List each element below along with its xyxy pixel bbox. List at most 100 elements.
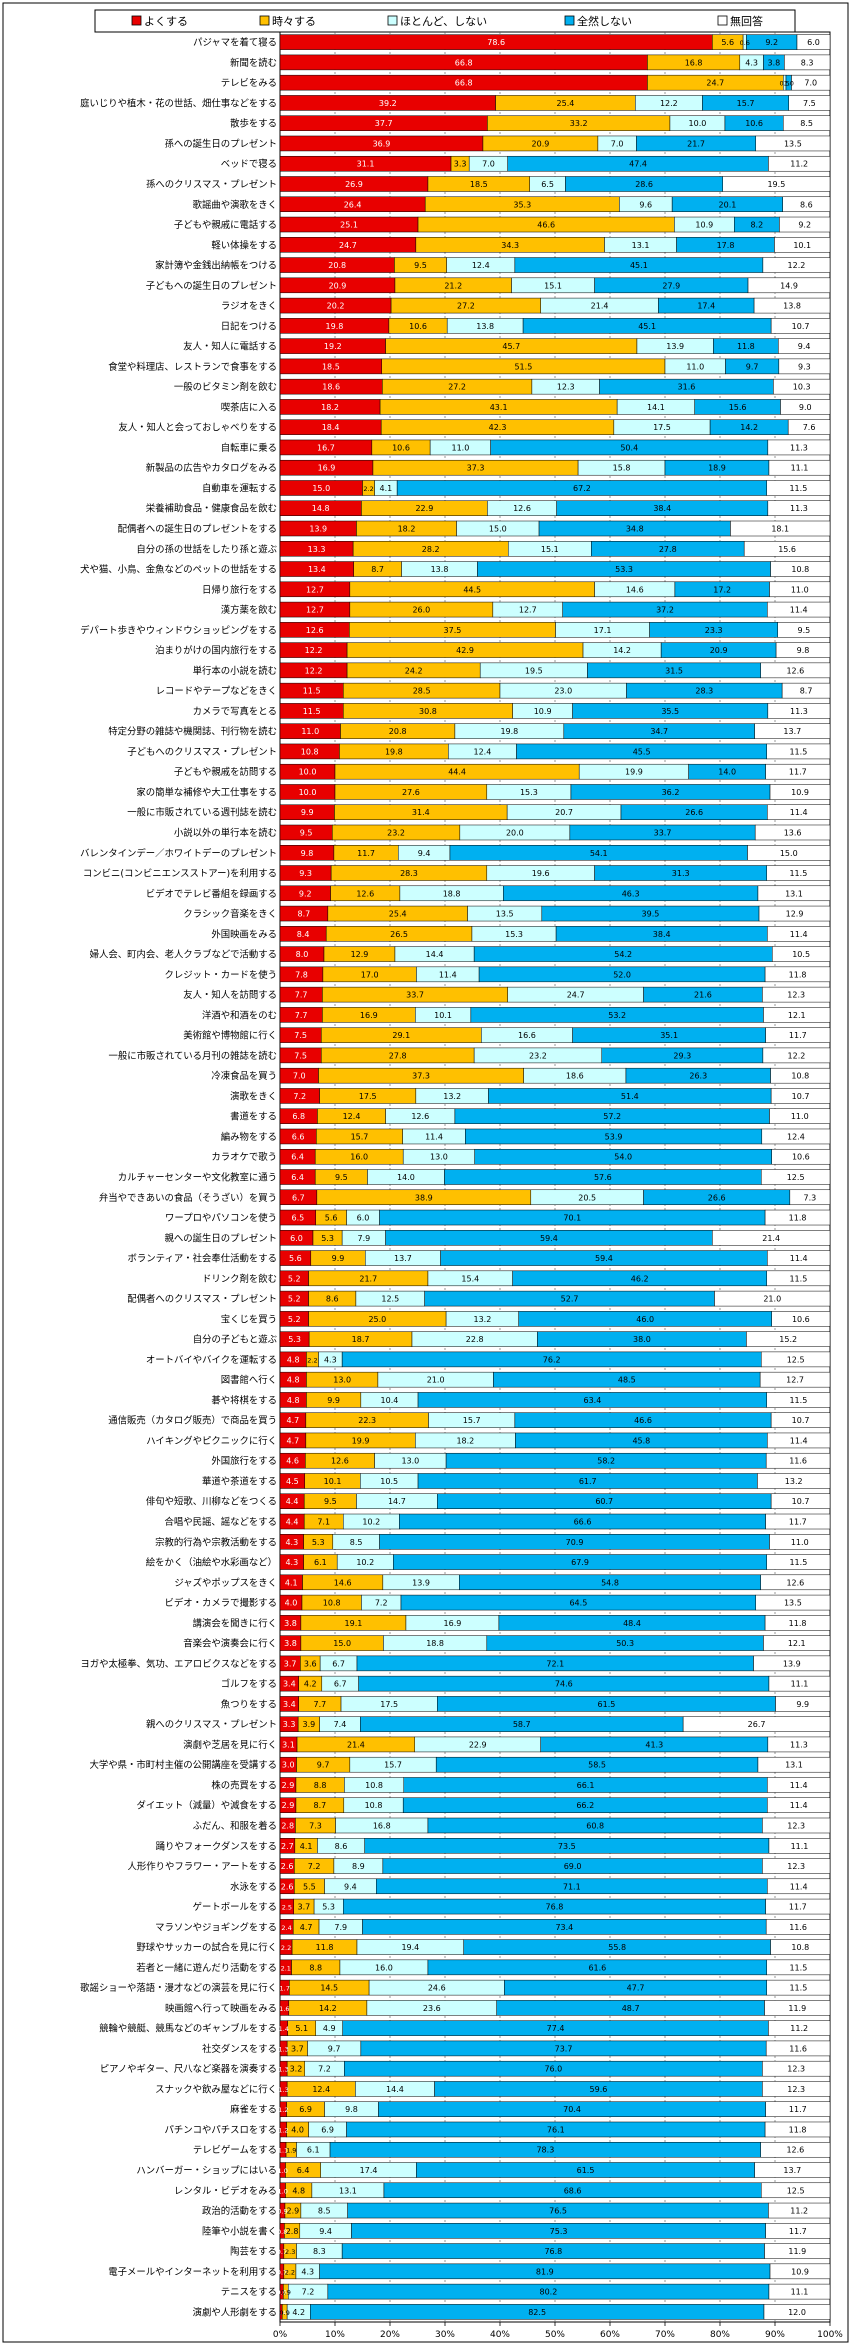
data-label: 5.2 [288,1274,301,1283]
bar-segment [714,1290,831,1307]
data-label: 9.5 [335,1173,348,1182]
data-label: 2.8 [281,1821,294,1830]
data-label: 15.3 [520,788,538,797]
category-label: レコードやテープなどをきく [156,686,277,697]
data-label: 6.4 [297,2166,310,2175]
data-label: 6.1 [314,1558,327,1567]
data-label: 61.6 [588,1963,606,1972]
data-label: 38.4 [653,504,671,513]
data-label: 45.7 [502,342,520,351]
data-label: 11.5 [789,869,807,878]
data-label: 11.5 [789,1984,807,1993]
data-label: 2.8 [286,2227,299,2236]
data-label: 11.0 [791,1112,809,1121]
bar-segment [769,1108,831,1124]
data-label: 1.6 [279,2005,289,2013]
data-label: 10.5 [380,1477,398,1486]
bar-segment [771,1148,831,1165]
data-label: 17.5 [653,423,671,432]
bar-segment [762,1047,831,1064]
category-label: ボランティア・社会奉仕活動をする [128,1253,277,1265]
data-label: 18.2 [398,525,416,534]
bar-segment [766,1270,831,1287]
data-label: 10.9 [534,707,552,716]
bar-segment [767,1777,831,1793]
x-tick-label: 50% [545,2330,565,2340]
data-label: 2.2 [281,1944,291,1952]
bar-segment [743,541,831,557]
bar-segment [765,2223,831,2239]
category-label: カラオケで歌う [211,1151,277,1163]
data-label: 10.0 [299,768,317,777]
data-label: 66.1 [577,1781,595,1790]
data-label: 15.7 [384,1761,402,1770]
data-label: 11.4 [425,1132,443,1141]
data-label: 5.6 [289,1254,302,1263]
data-label: 45.5 [633,747,651,756]
data-label: 37.2 [656,606,674,615]
data-label: 19.9 [625,768,643,777]
x-tick-label: 100% [817,2330,843,2340]
data-label: 52.7 [561,1295,579,1304]
category-label: 美術館や博物館に行く [183,1030,277,1042]
data-label: 12.0 [788,2308,806,2317]
bar-segment [766,865,831,881]
category-label: 新製品の広告やカタログをみる [146,462,277,474]
data-label: 11.4 [439,970,457,979]
data-label: 15.3 [505,930,523,939]
data-label: 8.5 [800,119,813,128]
x-tick-label: 10% [325,2330,345,2340]
data-label: 58.2 [597,1457,615,1466]
data-label: 12.2 [660,99,678,108]
bar-segment [755,135,831,152]
category-label: 歌謡ショーや落語・漫才などの演芸を見に行く [80,1982,277,1994]
category-label: ワープロやパソコンを使う [165,1212,277,1224]
category-label: 自分の子どもと遊ぶ [193,1334,277,1346]
data-label: 24.6 [428,1984,446,1993]
bar-segment [765,763,831,780]
bar-segment [761,1169,831,1185]
legend-label: 無回答 [730,14,763,28]
data-label: 6.9 [299,2105,312,2114]
data-label: 60.8 [586,1821,604,1830]
data-label: 61.5 [577,2166,595,2175]
data-label: 3.3 [454,160,467,169]
data-label: 24.7 [567,991,585,1000]
data-label: 21.7 [687,139,705,148]
x-tick-label: 30% [435,2330,455,2340]
data-label: 22.9 [415,504,433,513]
data-label: 45.8 [632,1436,650,1445]
data-label: 4.5 [286,1477,299,1486]
data-label: 81.9 [536,2267,554,2276]
data-label: 1.1 [278,2147,288,2155]
data-label: 12.5 [787,2186,805,2195]
data-label: 29.1 [392,1031,410,1040]
data-label: 10.6 [745,119,763,128]
data-label: 10.9 [791,788,809,797]
data-label: 78.3 [536,2146,554,2155]
category-label: 庭いじりや植木・花の世話、畑仕事などをする [80,97,277,109]
data-label: 5.6 [721,38,734,47]
data-label: 23.0 [554,687,572,696]
bar-segment [759,1371,831,1388]
data-label: 18.7 [352,1335,370,1344]
bar-segment [768,2202,831,2219]
data-label: 15.0 [489,525,507,534]
data-label: 7.0 [611,139,624,148]
data-label: 17.8 [717,241,735,250]
bars [279,34,831,2320]
data-label: 12.6 [786,666,804,675]
data-label: 25.0 [368,1315,386,1324]
bar-segment [761,2182,831,2199]
data-label: 27.2 [448,383,466,392]
bar-segment [760,1574,831,1591]
bar-segment [767,1736,831,1753]
data-label: 34.7 [650,727,668,736]
data-label: 77.4 [547,2024,565,2033]
data-label: 13.9 [412,1578,430,1587]
data-label: 27.9 [662,281,680,290]
bar-segment [770,561,831,577]
data-label: 3.0 [282,1761,295,1770]
data-label: 28.6 [635,180,653,189]
category-label: 日記をつける [221,320,277,332]
